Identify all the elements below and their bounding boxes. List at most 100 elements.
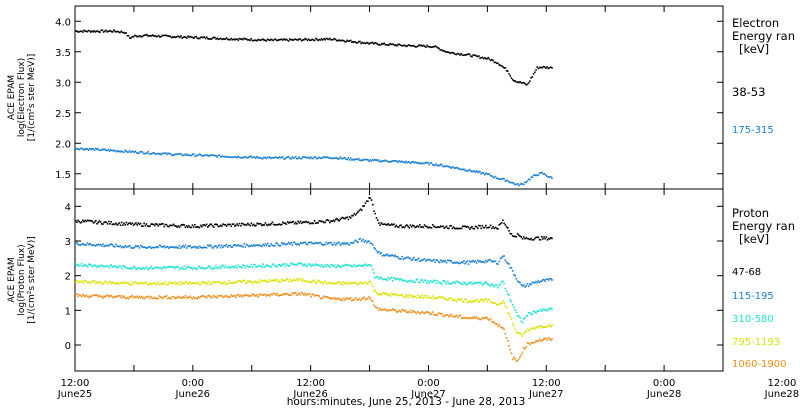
- data-point: [202, 155, 205, 157]
- data-point: [191, 297, 194, 300]
- data-point: [166, 283, 169, 286]
- data-point: [106, 264, 109, 267]
- data-point: [401, 294, 403, 296]
- data-point: [550, 277, 552, 280]
- data-point: [428, 163, 431, 166]
- data-point: [136, 35, 138, 38]
- data-point: [536, 66, 539, 68]
- data-point: [323, 266, 325, 268]
- data-point: [143, 152, 146, 155]
- data-point: [527, 178, 530, 181]
- data-point: [306, 264, 309, 267]
- data-point: [126, 296, 129, 299]
- data-point: [352, 298, 354, 301]
- data-point: [492, 226, 494, 228]
- data-point: [209, 154, 212, 156]
- data-point: [117, 266, 120, 269]
- data-point: [366, 158, 368, 161]
- data-point: [434, 226, 436, 228]
- data-point: [216, 297, 218, 299]
- data-point: [187, 154, 189, 157]
- data-point: [111, 243, 114, 246]
- data-point: [205, 282, 208, 284]
- data-point: [247, 38, 250, 41]
- data-point: [127, 151, 130, 153]
- data-point: [526, 315, 529, 317]
- data-point: [283, 279, 285, 282]
- data-point: [77, 263, 79, 266]
- data-point: [138, 152, 140, 155]
- data-point: [316, 294, 318, 297]
- data-point: [370, 282, 373, 285]
- data-point: [197, 153, 200, 156]
- data-point: [317, 39, 319, 42]
- data-point: [231, 265, 234, 268]
- data-point: [519, 281, 521, 284]
- data-point: [503, 282, 505, 285]
- data-point: [182, 244, 184, 247]
- data-point: [258, 157, 261, 159]
- data-point: [499, 257, 502, 260]
- data-point: [485, 57, 487, 60]
- data-point: [89, 242, 91, 245]
- data-point: [152, 152, 154, 154]
- data-point: [264, 222, 267, 224]
- data-point: [270, 243, 273, 245]
- data-point: [262, 224, 264, 226]
- data-point: [378, 222, 380, 224]
- data-point: [407, 225, 409, 228]
- data-point: [419, 312, 421, 315]
- data-point: [513, 306, 515, 309]
- data-point: [380, 276, 383, 279]
- data-point: [298, 222, 301, 224]
- data-point: [444, 50, 447, 53]
- data-point: [362, 297, 364, 300]
- data-point: [423, 294, 426, 297]
- data-point: [461, 54, 464, 56]
- data-point: [272, 223, 275, 226]
- data-point: [99, 296, 102, 298]
- data-point: [418, 162, 420, 165]
- data-point: [326, 156, 329, 158]
- data-point: [483, 56, 486, 59]
- data-point: [299, 277, 302, 280]
- data-point: [282, 243, 284, 246]
- data-point: [354, 41, 357, 43]
- data-point: [378, 294, 380, 296]
- data-point: [488, 58, 491, 60]
- data-point: [247, 244, 249, 247]
- data-point: [410, 311, 413, 314]
- data-point: [345, 282, 347, 285]
- data-point: [397, 161, 399, 164]
- data-point: [209, 223, 211, 226]
- data-point: [338, 298, 340, 300]
- data-point: [548, 308, 551, 311]
- data-point: [466, 317, 469, 320]
- data-point: [536, 340, 539, 343]
- data-point: [330, 263, 332, 266]
- data-point: [126, 267, 129, 269]
- data-point: [417, 225, 420, 228]
- data-point: [291, 38, 293, 41]
- data-point: [376, 219, 379, 221]
- data-point: [356, 240, 358, 243]
- data-point: [136, 152, 139, 154]
- data-point: [256, 281, 259, 283]
- data-point: [193, 245, 196, 248]
- data-point: [507, 340, 509, 342]
- data-point: [363, 281, 366, 284]
- data-point: [476, 171, 479, 174]
- data-point: [151, 34, 154, 36]
- data-point: [423, 312, 426, 315]
- data-point: [312, 157, 315, 160]
- data-point: [146, 33, 148, 36]
- data-point: [257, 280, 260, 283]
- data-point: [198, 245, 201, 248]
- data-point: [341, 264, 344, 267]
- data-point: [482, 283, 485, 286]
- data-point: [99, 221, 102, 223]
- data-point: [242, 223, 244, 225]
- data-point: [266, 224, 269, 227]
- data-point: [363, 158, 366, 161]
- data-point: [131, 35, 134, 38]
